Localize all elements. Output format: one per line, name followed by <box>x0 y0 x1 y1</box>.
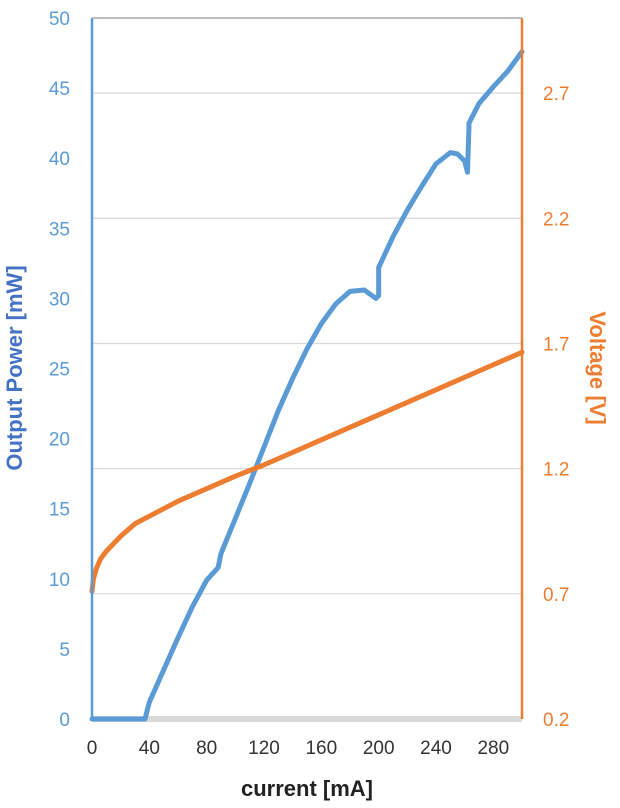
right-tick-label: 1.2 <box>543 460 569 481</box>
left-axis-title: Output Power [mW] <box>2 265 27 470</box>
right-tick-label: 1.7 <box>543 334 569 355</box>
x-axis-title: current [mA] <box>241 776 373 801</box>
left-tick-label: 25 <box>49 360 70 381</box>
tick-labels: 0 5 10 15 20 25 30 35 40 45 50 0.2 0.7 1.2 1.7 2.2 2.7 0 4… <box>49 9 570 759</box>
left-tick-label: 15 <box>49 500 70 521</box>
left-tick-label: 30 <box>49 289 70 310</box>
right-tick-label: 2.2 <box>543 209 569 230</box>
right-axis-title: Voltage [V] <box>585 311 610 424</box>
left-tick-label: 50 <box>49 9 70 30</box>
left-tick-label: 45 <box>49 79 70 100</box>
left-tick-label: 0 <box>59 710 70 731</box>
x-tick-label: 160 <box>305 738 337 759</box>
right-tick-label: 0.2 <box>543 710 569 731</box>
left-tick-label: 5 <box>59 640 70 661</box>
left-tick-label: 10 <box>49 570 70 591</box>
right-tick-label: 0.7 <box>543 585 569 606</box>
x-tick-label: 40 <box>139 738 160 759</box>
x-tick-label: 200 <box>363 738 395 759</box>
left-tick-label: 35 <box>49 219 70 240</box>
x-tick-label: 120 <box>248 738 280 759</box>
grid-lines <box>92 92 522 722</box>
series-lines <box>89 49 525 722</box>
right-tick-label: 2.7 <box>543 84 569 105</box>
voltage-series-line <box>89 349 525 594</box>
power-series-line <box>89 49 525 722</box>
left-tick-label: 40 <box>49 149 70 170</box>
x-tick-label: 280 <box>477 738 509 759</box>
left-tick-label: 20 <box>49 430 70 451</box>
x-tick-label: 240 <box>420 738 452 759</box>
x-tick-label: 0 <box>87 738 98 759</box>
axes <box>90 17 524 719</box>
x-tick-label: 80 <box>196 738 217 759</box>
